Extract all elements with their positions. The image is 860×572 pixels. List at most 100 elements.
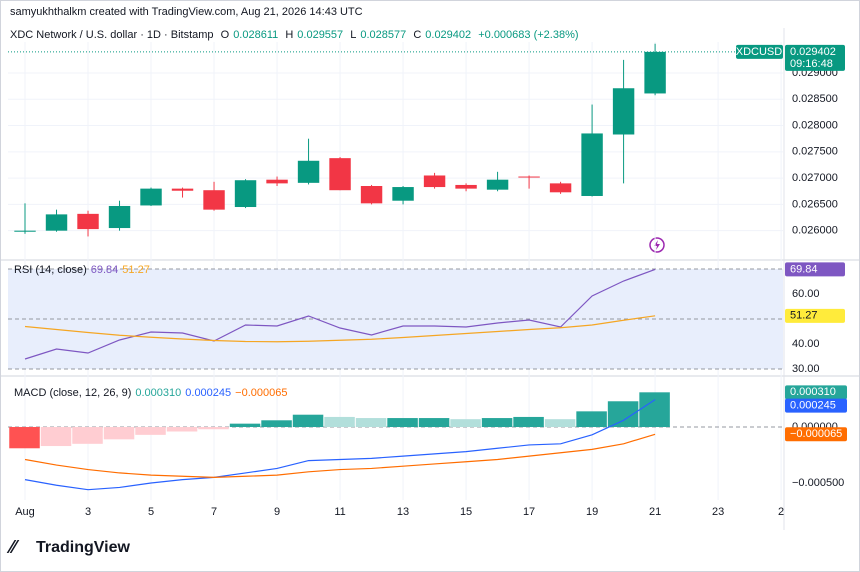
- rsi-ma-value: 51.27: [122, 264, 150, 276]
- x-tick-label: 9: [274, 506, 280, 518]
- candle-body: [203, 190, 225, 210]
- x-tick-label: 21: [649, 506, 661, 518]
- rsi-badge-label: 69.84: [790, 263, 818, 275]
- macd-line: [24, 433, 656, 478]
- ohlc-letter: L: [350, 29, 357, 41]
- ohlc-value: 0.029557: [297, 29, 344, 41]
- rsi-badge: [785, 262, 845, 277]
- ohlc-legend: XDC Network / U.S. dollar · 1D · Bitstam…: [10, 29, 583, 41]
- lightning-icon: [649, 237, 665, 253]
- candle-body: [392, 187, 414, 201]
- ohlc-letter: C: [413, 29, 422, 41]
- rsi-badge: [785, 308, 845, 323]
- macd-badge: [785, 427, 847, 442]
- macd-histogram: [576, 411, 607, 428]
- rsi-badge-label: 51.27: [790, 310, 818, 322]
- macd-histogram: [135, 427, 166, 435]
- macd-histogram: [513, 416, 544, 428]
- macd-badge-label: 0.000310: [790, 386, 836, 398]
- candle-body: [45, 214, 68, 231]
- x-tick-label: 15: [460, 506, 472, 518]
- y-tick-label: −0.000500: [792, 477, 844, 489]
- y-tick-label: 30.00: [792, 363, 820, 375]
- countdown: 09:16:48: [790, 58, 833, 70]
- y-tick-label: 0.027500: [792, 146, 838, 158]
- y-tick-label: 40.00: [792, 338, 820, 350]
- macd-line: [24, 399, 656, 491]
- candle-body: [77, 213, 99, 230]
- macd-histogram: [450, 419, 481, 428]
- macd-histogram: [166, 427, 198, 432]
- macd-badge-label: −0.000065: [790, 428, 842, 440]
- rsi-line: [24, 315, 656, 343]
- macd-value: 0.000245: [185, 387, 232, 399]
- y-tick-label: 0.026000: [792, 225, 838, 237]
- credit: samyukhthalkm created with TradingView.c…: [10, 6, 363, 18]
- macd-histogram: [292, 414, 324, 428]
- ohlc-letter: O: [220, 29, 230, 41]
- ohlc-letter: H: [285, 29, 294, 41]
- x-tick-label: 11: [334, 506, 345, 518]
- ohlc-value: 0.028577: [360, 29, 407, 41]
- y-tick-label: 0.028500: [792, 93, 838, 105]
- y-tick-label: 0.028000: [792, 119, 838, 131]
- change: +0.000683 (+2.38%): [478, 29, 579, 41]
- hist-value: 0.000310: [135, 387, 182, 399]
- macd-histogram: [481, 418, 513, 428]
- macd-histogram: [355, 418, 387, 428]
- price-label: 0.029402: [790, 46, 836, 58]
- candle-body: [455, 184, 477, 189]
- macd-histogram: [544, 419, 576, 428]
- candle-body: [486, 179, 509, 190]
- x-tick-label: 3: [85, 506, 91, 518]
- candle-body: [140, 188, 162, 206]
- candle-body: [423, 175, 446, 188]
- x-tick-label: 19: [586, 506, 598, 518]
- x-tick-label: 5: [148, 506, 154, 518]
- logo-text: TradingView: [36, 539, 131, 556]
- macd-title: MACD (close, 12, 26, 9): [14, 387, 132, 399]
- candle-body: [329, 158, 351, 191]
- candle-body: [14, 230, 36, 232]
- macd-badge: [785, 385, 847, 400]
- signal-value: −0.000065: [235, 387, 288, 399]
- candle-body: [644, 51, 666, 94]
- candle-body: [234, 180, 257, 208]
- rsi-value: 69.84: [90, 264, 119, 276]
- y-tick-label: 0.026500: [792, 198, 838, 210]
- macd-badge-label: 0.000245: [790, 399, 836, 411]
- candle-body: [549, 183, 572, 193]
- rsi-title: RSI (14, close): [14, 264, 87, 276]
- macd-histogram: [418, 418, 450, 428]
- macd-histogram: [72, 427, 103, 444]
- candle-body: [612, 88, 635, 135]
- candle-body: [360, 186, 383, 204]
- macd-histogram: [387, 418, 418, 428]
- candle-body: [297, 160, 320, 183]
- x-tick-label: 13: [397, 506, 409, 518]
- macd-histogram: [103, 427, 135, 440]
- y-tick-label: 0.027000: [792, 172, 838, 184]
- x-tick-label: Aug: [15, 506, 35, 518]
- candle-body: [171, 188, 194, 191]
- macd-histogram: [9, 427, 40, 449]
- macd-legend: MACD (close, 12, 26, 9) 0.000310 0.000245−…: [14, 387, 291, 399]
- y-tick-label: 60.00: [792, 288, 820, 300]
- macd-histogram: [229, 423, 261, 428]
- x-tick-label: 17: [523, 506, 535, 518]
- ohlc-value: 0.028611: [233, 29, 279, 41]
- rsi-legend: RSI (14, close) 69.84 51.27: [14, 264, 154, 276]
- ticker-badge: [736, 44, 783, 59]
- macd-histogram: [324, 416, 355, 428]
- macd-histogram: [639, 392, 670, 428]
- macd-histogram: [198, 427, 229, 430]
- x-tick-label: 23: [712, 506, 724, 518]
- x-tick-label: 2: [778, 506, 784, 518]
- ohlc-value: 0.029402: [425, 29, 472, 41]
- candle-body: [266, 179, 288, 184]
- ticker-label: XDCUSD: [736, 46, 783, 58]
- price-badge: [785, 44, 845, 71]
- rsi-line: [24, 268, 656, 360]
